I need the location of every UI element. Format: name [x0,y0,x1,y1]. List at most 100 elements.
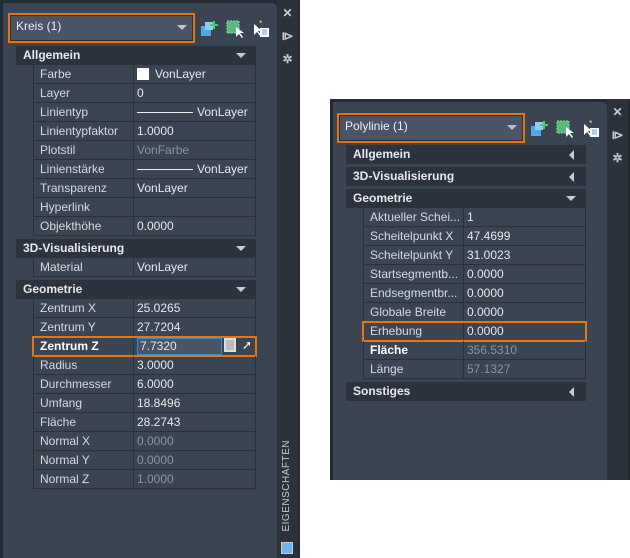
chevron-down-icon[interactable] [236,53,246,58]
property-row[interactable]: Erhebung 0.0000 [362,321,587,342]
property-row[interactable]: Startsegmentb... 0.0000 [363,265,586,284]
property-row[interactable]: Hyperlink [33,198,256,217]
toolbar [529,119,601,139]
chevron-down-icon[interactable] [236,246,246,251]
property-row[interactable]: Objekthöhe 0.0000 [33,217,256,236]
autohide-icon[interactable]: ⧐ [611,128,624,142]
property-value[interactable] [134,198,255,216]
property-row[interactable]: Plotstil VonFarbe [33,141,256,160]
property-value[interactable]: 27.7204 [134,318,255,336]
chevron-down-icon [507,125,517,130]
property-label: Zentrum Y [34,318,134,336]
property-value[interactable]: 0.0000 [464,265,585,283]
property-row[interactable]: Zentrum Y 27.7204 [33,318,256,337]
property-label: Erhebung [364,322,464,340]
property-value: 0.0000 [134,451,255,469]
property-label: Hyperlink [34,198,134,216]
property-row[interactable]: Globale Breite 0.0000 [363,303,586,322]
property-value[interactable]: 7.7320 ➚ [134,337,255,355]
property-row[interactable]: Radius 3.0000 [33,356,256,375]
quick-select-icon[interactable] [251,19,271,39]
property-value[interactable]: 0.0000 [464,303,585,321]
property-value[interactable]: 18.8496 [134,394,255,412]
property-value[interactable]: VonLayer [134,65,255,83]
properties-icon[interactable] [281,542,293,554]
property-value[interactable]: 6.0000 [134,375,255,393]
property-value[interactable]: 1 [464,208,585,226]
close-icon[interactable]: ✕ [282,6,293,20]
section-header-geometrie[interactable]: Geometrie [16,280,256,299]
property-row[interactable]: Zentrum X 25.0265 [33,299,256,318]
property-label: Normal Z [34,470,134,488]
section-header-sonstiges[interactable]: Sonstiges [346,382,586,401]
section-header-allgemein[interactable]: Allgemein [346,145,586,164]
autohide-icon[interactable]: ⧐ [281,29,294,43]
property-row[interactable]: Endsegmentbr... 0.0000 [363,284,586,303]
property-row[interactable]: Umfang 18.8496 [33,394,256,413]
property-row[interactable]: Länge 57.1327 [363,360,586,379]
property-row[interactable]: Layer 0 [33,84,256,103]
property-value[interactable]: 0.0000 [464,322,585,340]
property-value[interactable]: VonLayer [134,103,255,121]
settings-icon[interactable]: ✲ [282,52,293,66]
object-type-select[interactable]: Polylinie (1) [337,113,525,143]
object-type-select[interactable]: Kreis (1) [8,13,195,43]
property-label: Endsegmentbr... [364,284,464,302]
select-objects-icon[interactable] [225,19,245,39]
section-header-3d-visualisierung[interactable]: 3D-Visualisierung [346,167,586,186]
property-value[interactable]: 0.0000 [464,284,585,302]
property-value[interactable]: 31.0023 [464,246,585,264]
property-value[interactable]: 47.4699 [464,227,585,245]
section-title: Allgemein [353,147,411,161]
property-row[interactable]: Normal X 0.0000 [33,432,256,451]
property-value[interactable]: 25.0265 [134,299,255,317]
pick-point-icon[interactable]: ➚ [242,338,253,352]
property-row[interactable]: Linientypfaktor 1.0000 [33,122,256,141]
property-value[interactable]: VonLayer [134,258,255,276]
property-value[interactable]: 0.0000 [134,217,255,235]
chevron-left-icon[interactable] [569,172,574,182]
property-label: Material [34,258,134,276]
settings-icon[interactable]: ✲ [612,151,623,165]
property-row[interactable]: Zentrum Z 7.7320 ➚ [32,336,257,357]
property-value[interactable]: VonLayer [134,179,255,197]
toggle-pickadd-icon[interactable] [529,119,549,139]
property-row[interactable]: Durchmesser 6.0000 [33,375,256,394]
property-value[interactable]: 28.2743 [134,413,255,431]
property-row[interactable]: Linienstärke VonLayer [33,160,256,179]
property-row[interactable]: Normal Z 1.0000 [33,470,256,489]
property-value[interactable]: 1.0000 [134,122,255,140]
chevron-left-icon[interactable] [569,387,574,397]
toggle-pickadd-icon[interactable] [199,19,219,39]
property-value[interactable]: VonLayer [134,160,255,178]
chevron-left-icon[interactable] [569,150,574,160]
value-input[interactable]: 7.7320 [137,338,222,355]
value-text: 0 [137,86,144,100]
property-row[interactable]: Farbe VonLayer [33,65,256,84]
property-row[interactable]: Scheitelpunkt X 47.4699 [363,227,586,246]
close-icon[interactable]: ✕ [612,105,623,119]
property-row[interactable]: Scheitelpunkt Y 31.0023 [363,246,586,265]
property-value[interactable]: 0 [134,84,255,102]
property-row[interactable]: Transparenz VonLayer [33,179,256,198]
value-text: 47.4699 [467,229,511,243]
quick-select-icon[interactable] [581,119,601,139]
calculator-icon[interactable] [224,338,236,352]
section-header-geometrie[interactable]: Geometrie [346,189,586,208]
chevron-down-icon[interactable] [566,196,576,201]
property-row[interactable]: Normal Y 0.0000 [33,451,256,470]
section-header-allgemein[interactable]: Allgemein [16,46,256,65]
linetype-preview-icon [137,169,193,171]
property-row[interactable]: Fläche 356.5310 [363,341,586,360]
property-value[interactable]: 3.0000 [134,356,255,374]
chevron-down-icon[interactable] [236,287,246,292]
value-text: 0.0000 [467,286,504,300]
value-text: 3.0000 [137,358,174,372]
property-row[interactable]: Linientyp VonLayer [33,103,256,122]
select-objects-icon[interactable] [555,119,575,139]
value-text: 0.0000 [137,453,174,467]
property-row[interactable]: Aktueller Schei... 1 [363,208,586,227]
property-row[interactable]: Fläche 28.2743 [33,413,256,432]
section-header-3d-visualisierung[interactable]: 3D-Visualisierung [16,239,256,258]
property-row[interactable]: Material VonLayer [33,258,256,277]
